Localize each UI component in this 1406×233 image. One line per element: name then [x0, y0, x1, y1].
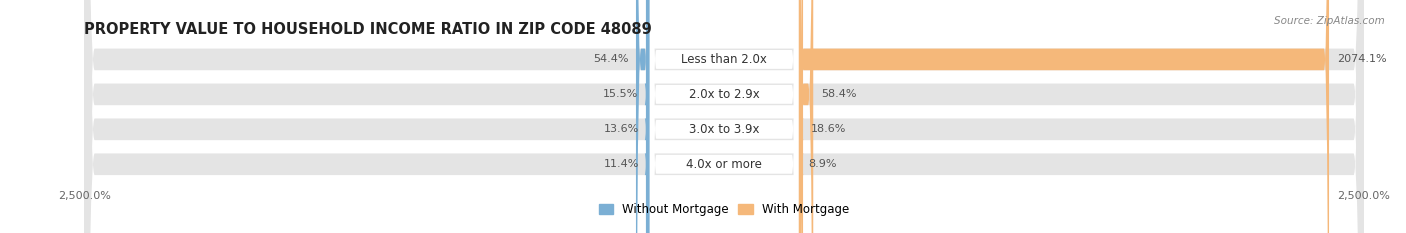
Text: 18.6%: 18.6% — [811, 124, 846, 134]
Text: 11.4%: 11.4% — [605, 159, 640, 169]
FancyBboxPatch shape — [645, 0, 651, 233]
FancyBboxPatch shape — [650, 0, 799, 233]
Text: 2074.1%: 2074.1% — [1337, 55, 1386, 64]
FancyBboxPatch shape — [799, 0, 1329, 233]
Text: 8.9%: 8.9% — [808, 159, 837, 169]
FancyBboxPatch shape — [84, 0, 1364, 233]
Text: 15.5%: 15.5% — [603, 89, 638, 99]
FancyBboxPatch shape — [645, 0, 651, 233]
Text: 13.6%: 13.6% — [603, 124, 638, 134]
FancyBboxPatch shape — [650, 0, 799, 233]
FancyBboxPatch shape — [645, 0, 652, 233]
FancyBboxPatch shape — [650, 0, 799, 233]
FancyBboxPatch shape — [796, 0, 803, 233]
FancyBboxPatch shape — [799, 0, 813, 233]
FancyBboxPatch shape — [84, 0, 1364, 233]
Text: Source: ZipAtlas.com: Source: ZipAtlas.com — [1274, 16, 1385, 26]
Text: 54.4%: 54.4% — [593, 55, 628, 64]
FancyBboxPatch shape — [636, 0, 650, 233]
FancyBboxPatch shape — [650, 0, 799, 233]
Text: 58.4%: 58.4% — [821, 89, 856, 99]
Text: 2.0x to 2.9x: 2.0x to 2.9x — [689, 88, 759, 101]
Text: PROPERTY VALUE TO HOUSEHOLD INCOME RATIO IN ZIP CODE 48089: PROPERTY VALUE TO HOUSEHOLD INCOME RATIO… — [84, 22, 652, 37]
Text: 3.0x to 3.9x: 3.0x to 3.9x — [689, 123, 759, 136]
FancyBboxPatch shape — [799, 0, 803, 233]
Text: 4.0x or more: 4.0x or more — [686, 158, 762, 171]
FancyBboxPatch shape — [84, 0, 1364, 233]
FancyBboxPatch shape — [84, 0, 1364, 233]
Legend: Without Mortgage, With Mortgage: Without Mortgage, With Mortgage — [595, 198, 853, 221]
Text: Less than 2.0x: Less than 2.0x — [681, 53, 768, 66]
